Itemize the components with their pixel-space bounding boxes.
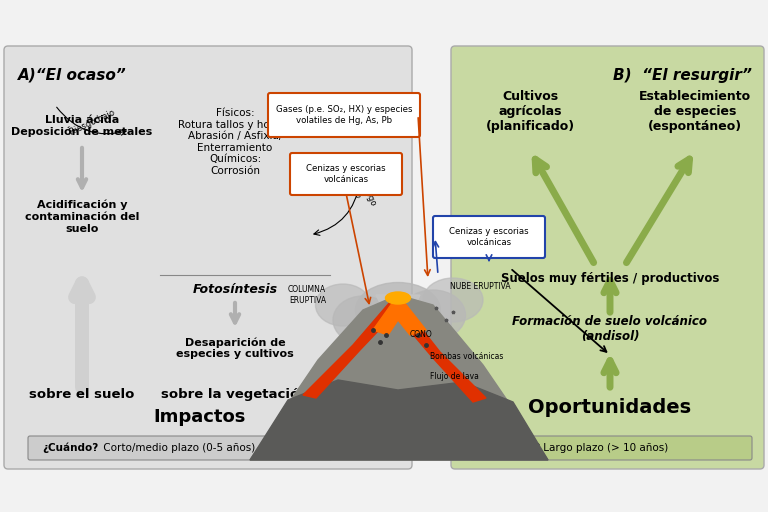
Ellipse shape	[400, 290, 465, 340]
Text: Establecimiento
de especies
(espontáneo): Establecimiento de especies (espontáneo)	[639, 90, 751, 133]
Ellipse shape	[350, 320, 406, 360]
FancyBboxPatch shape	[4, 46, 412, 469]
Text: Cenizas y escorias
volcánicas: Cenizas y escorias volcánicas	[449, 227, 529, 247]
FancyBboxPatch shape	[290, 153, 402, 195]
Polygon shape	[373, 302, 426, 335]
Text: Impactos: Impactos	[154, 408, 247, 426]
Text: Cenizas y escorias
volcánicas: Cenizas y escorias volcánicas	[306, 164, 386, 184]
Ellipse shape	[368, 341, 428, 379]
FancyBboxPatch shape	[268, 93, 420, 137]
Text: Fotosíntesis: Fotosíntesis	[193, 283, 277, 296]
Ellipse shape	[423, 278, 483, 322]
Polygon shape	[303, 302, 400, 398]
Text: NUBE ERUPTIVA: NUBE ERUPTIVA	[450, 282, 511, 291]
Text: ¿Cuándo?: ¿Cuándo?	[42, 443, 98, 453]
Text: Riesgo
alto: Riesgo alto	[348, 178, 378, 212]
Text: Cultivos
agrícolas
(planificado): Cultivos agrícolas (planificado)	[485, 90, 574, 133]
Ellipse shape	[412, 330, 464, 367]
Text: Acidificación y
contaminación del
suelo: Acidificación y contaminación del suelo	[25, 200, 139, 233]
Ellipse shape	[393, 323, 443, 361]
Ellipse shape	[334, 334, 382, 370]
Polygon shape	[250, 295, 548, 460]
Ellipse shape	[376, 359, 421, 391]
FancyBboxPatch shape	[28, 436, 332, 460]
Text: Corto/medio plazo (0-5 años): Corto/medio plazo (0-5 años)	[100, 443, 255, 453]
Text: Lluvia ácida
Deposición de metales: Lluvia ácida Deposición de metales	[12, 115, 153, 137]
Text: ¿Cuándo?: ¿Cuándo?	[484, 443, 540, 453]
Ellipse shape	[356, 283, 441, 337]
Text: B)  “El resurgir”: B) “El resurgir”	[613, 68, 752, 83]
FancyBboxPatch shape	[470, 436, 752, 460]
Text: Oportunidades: Oportunidades	[528, 398, 691, 417]
Polygon shape	[394, 305, 486, 402]
Text: sobre la vegetación: sobre la vegetación	[161, 388, 309, 401]
Text: Largo plazo (> 10 años): Largo plazo (> 10 años)	[540, 443, 668, 453]
FancyBboxPatch shape	[433, 216, 545, 258]
Text: sobre el suelo: sobre el suelo	[29, 388, 134, 401]
Text: Riesgo bajo: Riesgo bajo	[68, 108, 116, 137]
Text: Suelos muy fértiles / productivos: Suelos muy fértiles / productivos	[501, 272, 719, 285]
Ellipse shape	[386, 292, 411, 304]
Text: Bombas volcánicas: Bombas volcánicas	[430, 352, 503, 361]
FancyBboxPatch shape	[451, 46, 764, 469]
Text: Físicos:
Rotura tallos y hojas /
Abrasión / Asfixia/
Enterramiento
Químicos:
Cor: Físicos: Rotura tallos y hojas / Abrasió…	[178, 108, 292, 176]
Text: COLUMNA
ERUPTIVA: COLUMNA ERUPTIVA	[288, 285, 326, 305]
Ellipse shape	[316, 284, 370, 326]
Text: Flujo de lava: Flujo de lava	[430, 372, 479, 381]
Text: A)“El ocaso”: A)“El ocaso”	[18, 68, 127, 83]
Polygon shape	[250, 380, 548, 460]
Text: Gases (p.e. SO₂, HX) y especies
volatiles de Hg, As, Pb: Gases (p.e. SO₂, HX) y especies volatile…	[276, 105, 412, 125]
Text: Desaparición de
especies y cultivos: Desaparición de especies y cultivos	[176, 337, 294, 359]
Polygon shape	[376, 295, 420, 315]
Text: Formación de suelo volcánico
(andisol): Formación de suelo volcánico (andisol)	[512, 315, 707, 343]
Ellipse shape	[333, 296, 393, 344]
Text: CONO: CONO	[410, 330, 432, 339]
